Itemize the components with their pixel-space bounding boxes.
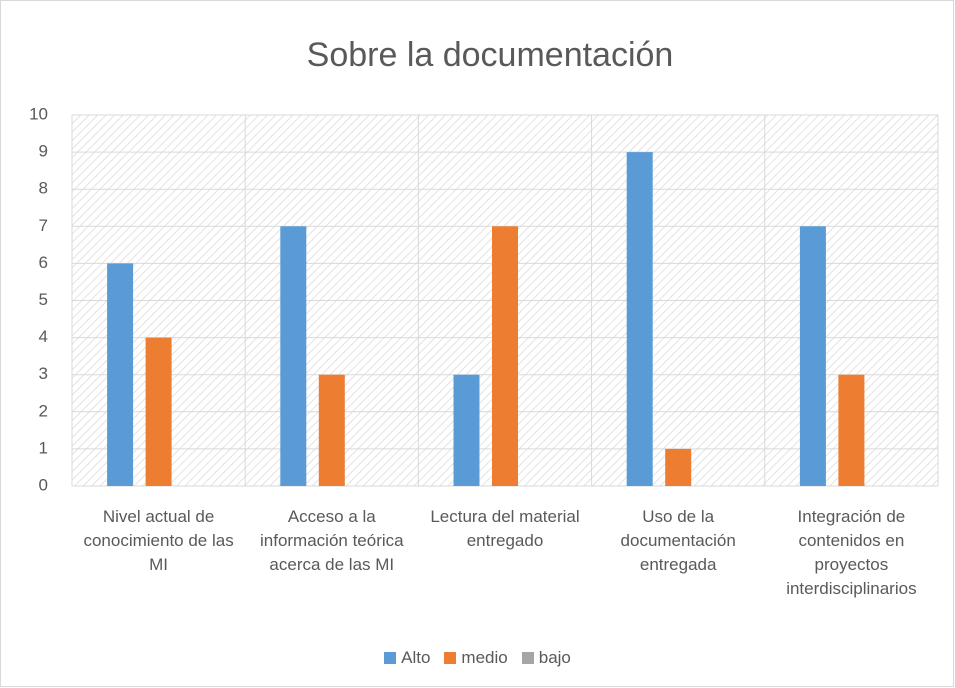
y-tick-label: 10 [29,104,48,123]
y-tick-label: 0 [39,475,48,494]
bar [492,226,518,487]
y-tick-label: 3 [39,364,48,383]
legend: Alto medio bajo [0,648,955,668]
legend-item: medio [444,648,508,668]
bar [145,337,172,486]
bar [107,263,134,486]
legend-swatch [444,652,457,664]
legend-label: bajo [538,648,571,667]
y-tick-label: 4 [39,327,48,346]
bar [665,448,692,486]
x-tick-label: Integración de contenidos en proyectos i… [786,507,917,598]
y-tick-label: 8 [39,179,48,198]
x-tick-label: Lectura del material entregado [430,507,580,550]
bar [318,374,345,486]
y-tick-label: 7 [39,216,48,235]
legend-swatch [384,652,397,664]
bar [453,374,480,486]
y-tick-label: 2 [39,401,48,420]
y-tick-label: 1 [39,438,48,457]
x-tick-label: Uso de la documentación entregada [620,507,736,574]
legend-label: Alto [401,648,431,667]
bar [626,152,653,486]
y-tick-label: 5 [39,290,48,309]
y-tick-label: 6 [39,253,48,272]
legend-label: medio [461,648,508,667]
bar [280,226,307,487]
x-tick-label: Nivel actual de conocimiento de las MI [83,507,234,574]
bar [799,226,826,487]
legend-item: Alto [384,648,430,668]
bar [838,374,865,486]
legend-item: bajo [521,648,571,668]
legend-swatch [521,652,534,664]
x-tick-label: Acceso a la información teórica acerca d… [259,507,404,574]
chart-title: Sobre la documentación [307,36,674,74]
y-tick-label: 9 [39,142,48,161]
